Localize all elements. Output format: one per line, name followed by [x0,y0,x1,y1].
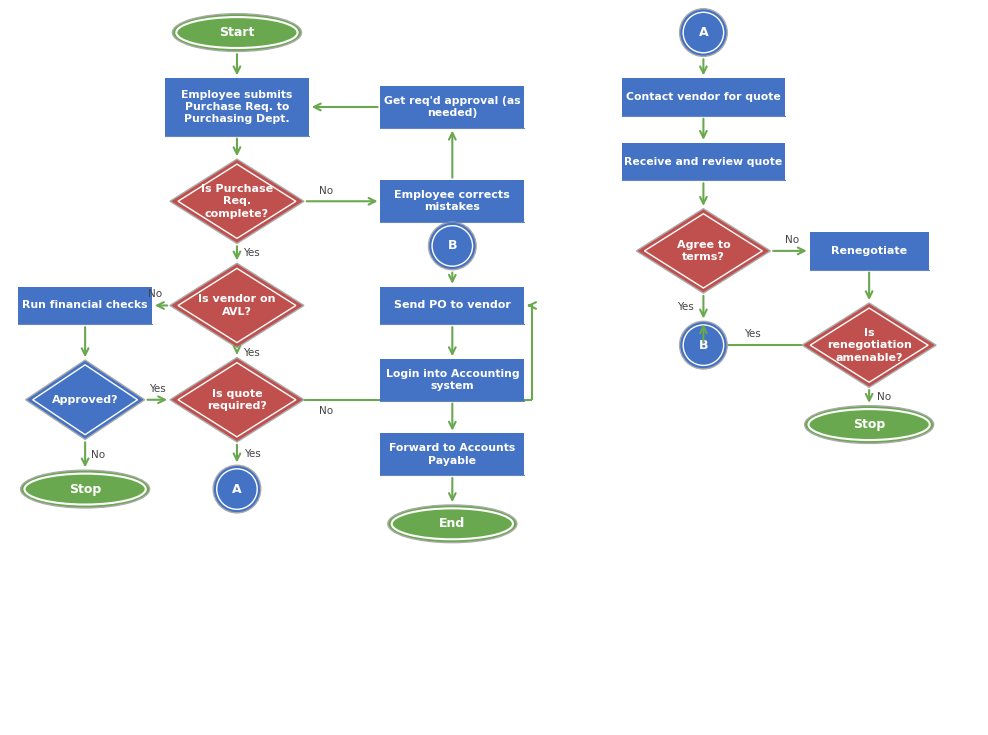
Text: A: A [699,26,708,39]
Text: Contact vendor for quote: Contact vendor for quote [626,92,781,102]
Text: Receive and review quote: Receive and review quote [624,157,782,167]
FancyBboxPatch shape [380,359,525,401]
FancyBboxPatch shape [621,143,785,180]
Text: Is
renegotiation
amenable?: Is renegotiation amenable? [827,328,912,362]
FancyBboxPatch shape [380,180,525,222]
Text: Employee submits
Purchase Req. to
Purchasing Dept.: Employee submits Purchase Req. to Purcha… [181,90,292,124]
Text: No: No [148,289,162,298]
Polygon shape [170,263,304,348]
Text: Login into Accounting
system: Login into Accounting system [385,369,519,391]
Text: Yes: Yes [149,384,166,394]
Polygon shape [170,159,304,243]
Text: Start: Start [219,26,255,39]
Text: B: B [448,240,457,252]
Text: Yes: Yes [244,448,261,459]
FancyBboxPatch shape [18,287,152,324]
FancyBboxPatch shape [380,287,525,324]
Text: Is vendor on
AVL?: Is vendor on AVL? [199,294,276,317]
Polygon shape [636,209,771,293]
Text: A: A [232,483,242,495]
Text: Yes: Yes [677,302,694,312]
Text: No: No [319,406,333,416]
FancyBboxPatch shape [380,434,525,476]
Circle shape [213,465,261,513]
Circle shape [680,9,727,57]
Polygon shape [170,357,304,442]
Text: End: End [440,517,465,531]
Text: Get req'd approval (as
needed): Get req'd approval (as needed) [384,96,521,118]
Text: Agree to
terms?: Agree to terms? [677,240,730,262]
FancyBboxPatch shape [809,232,929,270]
FancyBboxPatch shape [165,78,309,136]
Text: Run financial checks: Run financial checks [23,301,148,310]
Ellipse shape [21,470,149,508]
Ellipse shape [804,406,934,443]
Polygon shape [26,360,144,440]
Text: Is quote
required?: Is quote required? [207,389,267,411]
Text: Stop: Stop [853,418,885,431]
Text: Employee corrects
mistakes: Employee corrects mistakes [394,190,510,212]
Text: Approved?: Approved? [51,395,119,405]
FancyBboxPatch shape [621,78,785,116]
Text: Yes: Yes [243,348,260,358]
Circle shape [680,321,727,369]
Text: B: B [699,339,708,351]
Polygon shape [802,303,937,387]
Text: Send PO to vendor: Send PO to vendor [394,301,511,310]
Text: Forward to Accounts
Payable: Forward to Accounts Payable [389,443,516,465]
Text: No: No [91,450,105,460]
FancyBboxPatch shape [380,86,525,128]
Text: Yes: Yes [243,248,260,259]
Ellipse shape [388,505,517,542]
Text: Yes: Yes [744,329,761,340]
Circle shape [429,222,476,270]
Text: No: No [877,392,891,401]
Text: No: No [319,187,333,196]
Text: No: No [785,235,799,245]
Text: Renegotiate: Renegotiate [831,246,907,256]
Ellipse shape [173,14,301,51]
Text: Stop: Stop [69,483,101,495]
Text: Is Purchase
Req.
complete?: Is Purchase Req. complete? [201,184,273,219]
